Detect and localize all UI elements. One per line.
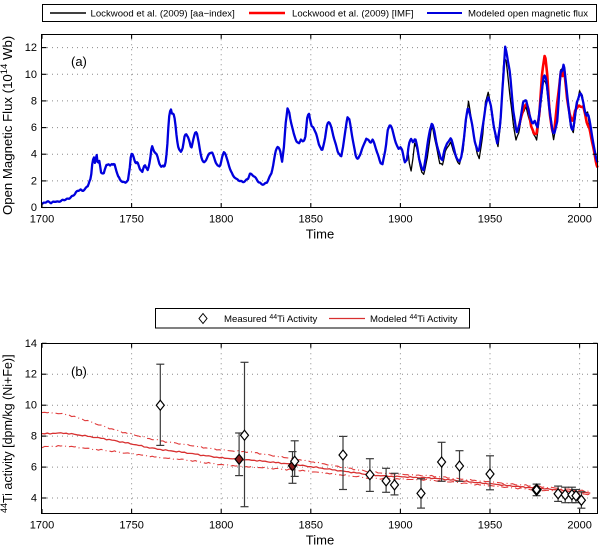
svg-text:Time: Time	[306, 227, 334, 242]
svg-text:Modeled open magnetic flux: Modeled open magnetic flux	[468, 9, 588, 20]
svg-text:(a): (a)	[71, 54, 87, 69]
svg-text:Open Magnetic Flux (1014 Wb): Open Magnetic Flux (1014 Wb)	[0, 36, 15, 215]
svg-text:1700: 1700	[30, 214, 54, 226]
svg-text:1850: 1850	[299, 520, 323, 532]
svg-text:1750: 1750	[119, 520, 143, 532]
svg-text:2: 2	[31, 175, 37, 187]
svg-text:2000: 2000	[567, 214, 591, 226]
svg-text:4: 4	[31, 149, 37, 161]
svg-text:12: 12	[25, 369, 37, 381]
svg-text:44Ti activity [dpm/kg (Ni+Fe)]: 44Ti activity [dpm/kg (Ni+Fe)]	[0, 354, 15, 513]
svg-text:1900: 1900	[388, 520, 412, 532]
svg-text:1800: 1800	[209, 214, 233, 226]
svg-text:8: 8	[31, 95, 37, 107]
svg-text:(b): (b)	[71, 364, 87, 379]
svg-text:2000: 2000	[567, 520, 591, 532]
svg-text:Lockwood et al. (2009) [aa−ind: Lockwood et al. (2009) [aa−index]	[91, 9, 235, 20]
svg-text:Time: Time	[306, 533, 334, 547]
svg-text:1750: 1750	[119, 214, 143, 226]
svg-text:6: 6	[31, 462, 37, 474]
svg-text:4: 4	[31, 493, 37, 505]
svg-text:12: 12	[25, 42, 37, 54]
svg-text:0: 0	[31, 202, 37, 214]
svg-text:8: 8	[31, 431, 37, 443]
svg-text:1700: 1700	[30, 520, 54, 532]
svg-text:10: 10	[25, 69, 37, 81]
svg-text:Lockwood et al. (2009) [IMF]: Lockwood et al. (2009) [IMF]	[292, 9, 414, 20]
svg-text:10: 10	[25, 400, 37, 412]
svg-text:1950: 1950	[478, 214, 502, 226]
svg-text:14: 14	[25, 338, 37, 350]
svg-text:1950: 1950	[478, 520, 502, 532]
svg-text:1800: 1800	[209, 520, 233, 532]
svg-text:Modeled 44Ti Activity: Modeled 44Ti Activity	[370, 314, 458, 325]
svg-text:1850: 1850	[299, 214, 323, 226]
svg-text:1900: 1900	[388, 214, 412, 226]
svg-text:Measured 44Ti Activity: Measured 44Ti Activity	[224, 314, 317, 325]
svg-text:6: 6	[31, 122, 37, 134]
